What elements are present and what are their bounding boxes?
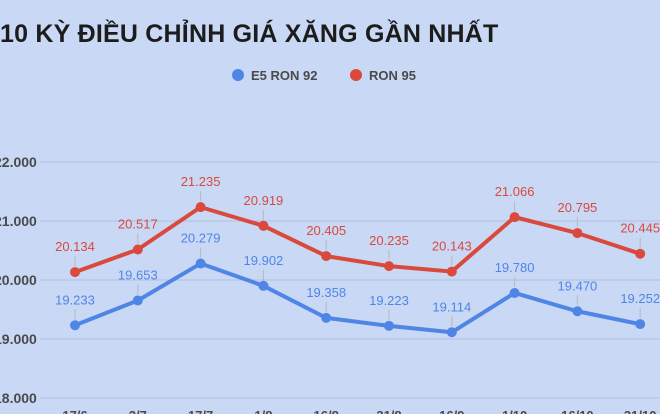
data-label: 20.134 xyxy=(55,239,95,254)
data-point xyxy=(321,312,332,323)
data-point xyxy=(384,261,394,272)
x-tick-label: 17/7 xyxy=(188,408,213,414)
x-tick-label: 16/8 xyxy=(314,408,339,414)
data-label: 19.653 xyxy=(118,267,158,282)
x-tick-label: 1/10 xyxy=(502,408,527,414)
y-tick-label: 18.000 xyxy=(0,390,37,406)
data-label: 20.795 xyxy=(558,200,598,215)
y-tick-label: 22.000 xyxy=(0,154,37,170)
data-label: 21.066 xyxy=(495,184,535,199)
data-point xyxy=(509,212,520,223)
x-tick-label: 17/6 xyxy=(62,408,87,414)
legend-marker xyxy=(350,69,362,81)
data-label: 21.235 xyxy=(181,174,221,189)
x-tick-label: 1/8 xyxy=(254,408,272,414)
legend-marker xyxy=(232,69,244,81)
data-point xyxy=(446,327,457,338)
data-point xyxy=(258,220,269,231)
data-point xyxy=(195,258,206,269)
data-label: 20.405 xyxy=(306,223,346,238)
data-label: 19.233 xyxy=(55,292,95,307)
data-label: 19.223 xyxy=(369,293,409,308)
data-label: 19.114 xyxy=(432,299,471,314)
data-label: 20.143 xyxy=(432,239,472,254)
data-label: 19.780 xyxy=(495,260,535,275)
data-point xyxy=(70,320,80,331)
data-point xyxy=(635,319,646,330)
data-point xyxy=(321,251,332,262)
data-label: 20.279 xyxy=(181,231,221,246)
data-point xyxy=(132,295,143,306)
data-point xyxy=(384,320,394,331)
data-label: 20.445 xyxy=(620,221,660,236)
x-tick-label: 31/8 xyxy=(376,408,401,414)
series-line xyxy=(74,205,641,274)
x-tick-label: 16/10 xyxy=(561,408,594,414)
chart-title: 10 KỲ ĐIỀU CHỈNH GIÁ XĂNG GẦN NHẤT xyxy=(0,20,499,48)
y-tick-label: 20.000 xyxy=(0,272,37,288)
data-label: 20.235 xyxy=(369,233,409,248)
x-tick-label: 31/10 xyxy=(624,408,657,414)
data-label: 19.252 xyxy=(620,291,660,306)
data-point xyxy=(258,280,269,291)
data-point xyxy=(572,228,583,239)
legend-label: E5 RON 92 xyxy=(251,68,317,83)
data-point xyxy=(446,266,457,277)
data-label: 19.358 xyxy=(306,285,346,300)
data-point xyxy=(70,267,80,278)
legend-label: RON 95 xyxy=(369,68,416,83)
y-tick-label: 19.000 xyxy=(0,331,37,347)
x-tick-label: 16/9 xyxy=(439,408,464,414)
data-point xyxy=(572,306,583,317)
data-point xyxy=(509,287,520,298)
data-point xyxy=(132,244,143,255)
data-label: 20.919 xyxy=(244,193,284,208)
y-tick-label: 21.000 xyxy=(0,213,37,229)
data-label: 20.517 xyxy=(118,216,158,231)
data-point xyxy=(635,248,646,259)
data-label: 19.902 xyxy=(244,253,284,268)
series-line xyxy=(74,261,641,335)
x-tick-label: 2/7 xyxy=(129,408,147,414)
data-point xyxy=(195,202,206,213)
data-label: 19.470 xyxy=(558,278,598,293)
